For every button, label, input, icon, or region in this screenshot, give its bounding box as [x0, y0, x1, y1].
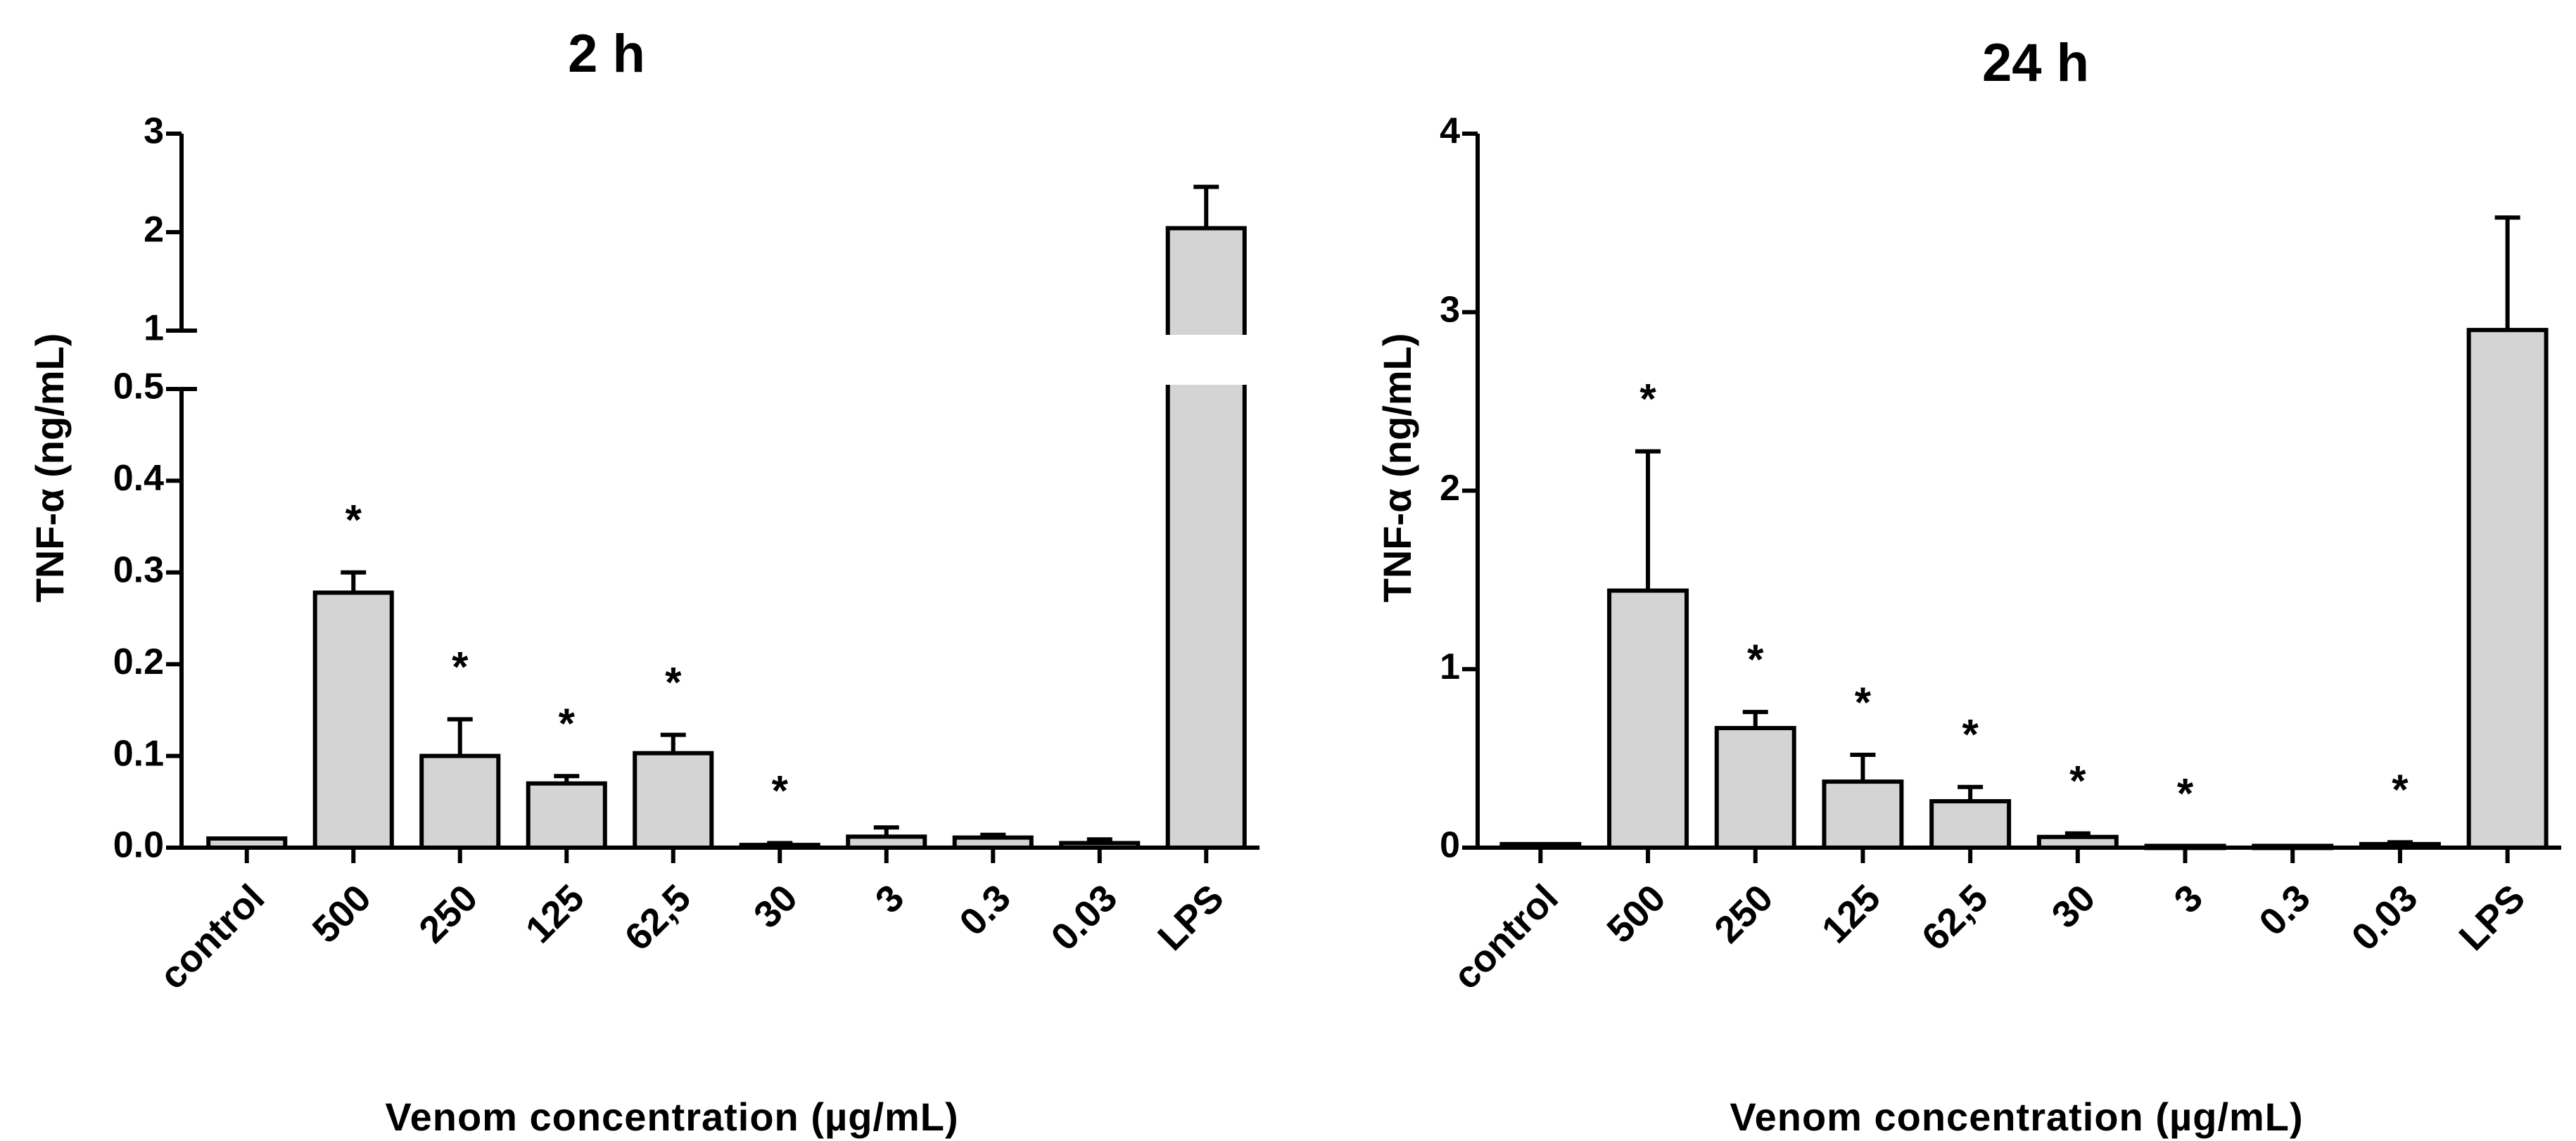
- chart-title: 2 h: [568, 24, 645, 84]
- bar: [952, 835, 1034, 850]
- x-tick-label: 500: [1599, 877, 1673, 951]
- x-tick-label: 3: [2166, 877, 2211, 922]
- y-tick-label: 3: [144, 111, 164, 152]
- chart-2h: 2 h TNF-α (ng/mL) Venom concentration (µg/…: [27, 24, 1260, 1139]
- x-tick-label: control: [151, 877, 272, 997]
- x-tick-label: 0.03: [1043, 877, 1126, 959]
- chart-title: 24 h: [1982, 33, 2089, 93]
- bar: [1929, 799, 2012, 850]
- y-tick-label: 2: [1440, 468, 1460, 509]
- significance-marker: *: [2392, 766, 2409, 813]
- x-tick-label: 250: [411, 877, 486, 951]
- significance-marker: *: [1855, 679, 1872, 726]
- x-tick-label: 250: [1706, 877, 1781, 951]
- bar: [526, 781, 607, 850]
- chart-24h: 24 h TNF-α (ng/mL) Venom concentration (µg…: [1375, 33, 2561, 1139]
- y-tick-label: 2: [144, 210, 164, 250]
- bar: [2144, 843, 2226, 850]
- x-tick-label: 125: [518, 877, 592, 951]
- bar: [419, 753, 501, 850]
- bar: [1822, 779, 1904, 850]
- bar: [1714, 725, 1796, 850]
- bar: [2252, 843, 2334, 850]
- bar: [1165, 226, 1247, 850]
- bar: [846, 834, 927, 850]
- bar: [206, 836, 288, 850]
- significance-marker: *: [452, 643, 469, 690]
- x-tick-label: 30: [2044, 877, 2104, 936]
- bar: [1607, 588, 1689, 850]
- bar: [2359, 841, 2441, 850]
- significance-marker: *: [1747, 636, 1764, 683]
- x-tick-label: control: [1445, 877, 1566, 997]
- x-tick-label: LPS: [2451, 877, 2534, 959]
- bar: [1499, 841, 1582, 850]
- x-axis-label: Venom concentration (µg/mL): [385, 1095, 958, 1139]
- y-tick-label: 0: [1440, 825, 1460, 866]
- y-axis-label: TNF-α (ng/mL): [1375, 333, 1419, 603]
- significance-marker: *: [1962, 711, 1979, 758]
- significance-marker: *: [1639, 376, 1656, 423]
- y-tick-label: 0.3: [113, 550, 164, 591]
- significance-marker: *: [345, 497, 362, 544]
- significance-marker: *: [2177, 770, 2194, 817]
- bar: [2036, 834, 2119, 850]
- significance-marker: *: [772, 767, 789, 814]
- x-tick-label: 62,5: [1914, 877, 1996, 959]
- y-tick-label: 0.1: [113, 733, 164, 774]
- bar: [1059, 841, 1141, 850]
- y-tick-label: 3: [1440, 289, 1460, 330]
- bar: [633, 751, 714, 850]
- significance-marker: *: [2069, 758, 2086, 805]
- x-tick-label: 125: [1814, 877, 1889, 951]
- y-tick-label: 0.5: [113, 366, 164, 407]
- x-tick-label: 0.3: [2251, 877, 2318, 944]
- x-tick-label: 0.03: [2344, 877, 2426, 959]
- x-axis-label: Venom concentration (µg/mL): [1730, 1095, 2303, 1139]
- y-tick-label: 0.2: [113, 642, 164, 682]
- x-tick-label: 62,5: [617, 877, 699, 959]
- y-tick-label: 1: [144, 308, 164, 349]
- x-tick-label: 3: [868, 877, 913, 922]
- y-tick-label: 4: [1440, 111, 1460, 152]
- bar-break-gap: [1163, 335, 1249, 385]
- significance-marker: *: [665, 658, 682, 706]
- bar: [312, 590, 394, 850]
- x-tick-label: 30: [746, 877, 806, 936]
- bar: [739, 843, 820, 850]
- x-tick-label: 500: [305, 877, 379, 951]
- y-tick-label: 1: [1440, 646, 1460, 687]
- significance-marker: *: [559, 700, 576, 747]
- x-tick-label: 0.3: [951, 877, 1019, 944]
- y-axis-label: TNF-α (ng/mL): [27, 333, 72, 603]
- y-tick-label: 0.0: [113, 825, 164, 866]
- y-tick-label: 0.4: [113, 458, 164, 499]
- bar: [2466, 328, 2549, 850]
- x-tick-label: LPS: [1150, 877, 1232, 959]
